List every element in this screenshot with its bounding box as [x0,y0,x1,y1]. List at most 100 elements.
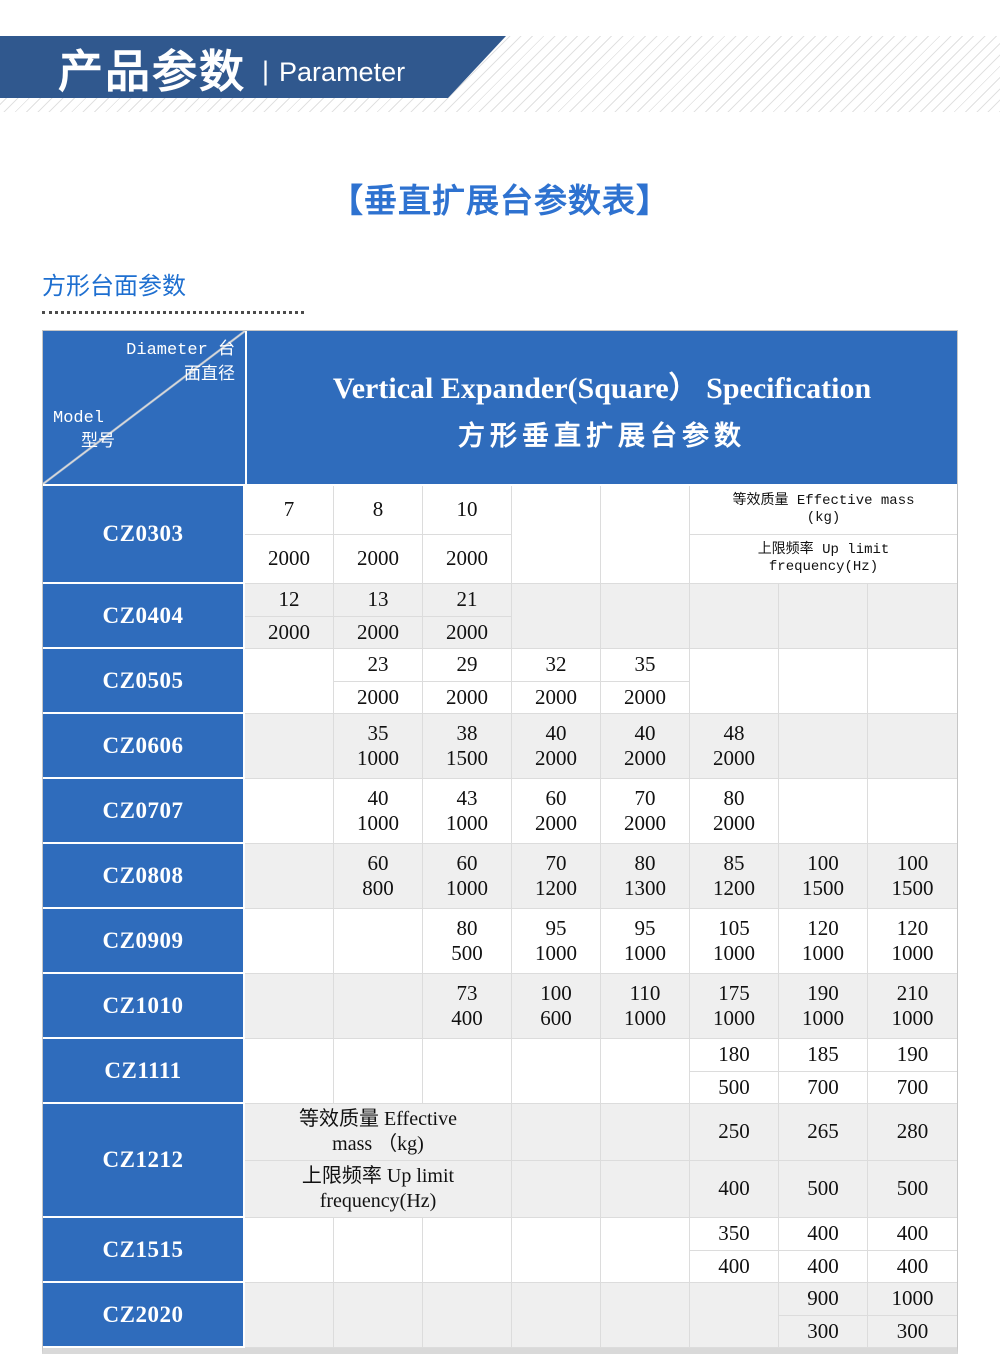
value-top: 40 [634,720,656,745]
empty-cell [512,486,601,584]
model-cell: CZ0909 [43,909,245,974]
value-bottom: 2000 [713,746,755,770]
label-line: frequency(Hz) [768,559,879,575]
table-title-cell: Vertical Expander(Square） Specification … [247,331,957,484]
value-cell: 2000 [334,616,423,649]
dual-value-cell: 40 2000 [601,714,690,779]
empty-cell [245,779,334,844]
model-cell: CZ0707 [43,779,245,844]
value-cell: 1000 [868,1283,957,1316]
value-bottom: 1000 [357,811,399,835]
dual-value-cell: 40 1000 [334,779,423,844]
dual-value-cell: 190 1000 [779,974,868,1039]
dual-value-cell: 60 2000 [512,779,601,844]
frequency-label-cell: 上限频率 Up limit frequency(Hz) [245,1161,512,1218]
model-cell: CZ0606 [43,714,245,779]
value-top: 100 [896,850,929,875]
value-top: 73 [456,980,478,1005]
dual-value-cell: 105 1000 [690,909,779,974]
dual-value-cell: 38 1500 [423,714,512,779]
value-top: 40 [367,785,389,810]
dual-value-cell: 80 500 [423,909,512,974]
value-cell: 29 [423,649,512,682]
value-top: 40 [545,720,567,745]
dual-value-cell: 70 1200 [512,844,601,909]
value-top: 110 [629,980,661,1005]
value-cell: 500 [868,1161,957,1218]
value-cell: 8 [334,486,423,535]
value-cell: 2000 [334,535,423,584]
hero-banner-area: 产品参数 | Parameter [0,0,1000,112]
empty-cell [334,909,423,974]
dual-value-cell: 100 600 [512,974,601,1039]
value-bottom: 1000 [624,941,666,965]
empty-cell [868,714,957,779]
table-row: CZ1010 73 400 100 600 110 1000 175 1000 190 1000 21… [43,974,957,1039]
value-bottom: 1500 [891,876,934,900]
dual-value-cell: 60 1000 [423,844,512,909]
value-cell: 400 [868,1218,957,1251]
value-top: 70 [634,785,656,810]
value-cell: 7 [245,486,334,535]
empty-cell [690,1283,779,1348]
value-cell: 35 [601,649,690,682]
table-row: CZ0303 7 2000 8 2000 10 2000 等效质量 Effective mas… [43,486,957,584]
value-bottom: 1300 [624,876,666,900]
label-line: (kg) [806,510,841,526]
empty-cell [868,779,957,844]
empty-cell [512,1218,601,1283]
empty-cell [423,1283,512,1348]
empty-cell [245,844,334,909]
banner-separator: | [262,55,270,86]
value-cell: 190 [868,1039,957,1072]
value-bottom: 1000 [713,941,755,965]
table-title-en: Vertical Expander(Square） Specification [332,371,872,405]
value-cell: 2000 [601,681,690,714]
empty-cell [601,486,690,584]
label-line: 上限频率 Up limit [757,542,890,559]
empty-cell [245,714,334,779]
empty-cell [601,1218,690,1283]
value-bottom: 1000 [357,746,399,770]
dual-value-cell: 35 1000 [334,714,423,779]
value-cell: 700 [779,1071,868,1104]
value-bottom: 1000 [446,876,488,900]
value-cell: 2000 [245,616,334,649]
value-cell [601,1104,690,1161]
empty-cell [601,1283,690,1348]
page-title: 【垂直扩展台参数表】 [330,182,670,219]
value-bottom: 600 [540,1006,572,1030]
value-cell: 500 [779,1161,868,1218]
corner-cell: Diameter 台 面直径 Model 型号 [43,331,245,484]
empty-cell [245,1039,334,1104]
model-cell: CZ1111 [43,1039,245,1104]
table-row: CZ1212 等效质量 Effective mass （kg) 上限频率 Up lim… [43,1104,957,1218]
empty-cell [245,649,334,714]
value-bottom: 1500 [802,876,844,900]
label-line: 等效质量 Effective mass [732,493,915,510]
value-cell: 23 [334,649,423,682]
banner-title-en: Parameter [279,56,406,87]
value-bottom: 400 [451,1006,483,1030]
value-bottom: 2000 [624,746,666,770]
value-cell: 2000 [423,535,512,584]
spec-table: Diameter 台 面直径 Model 型号 Vertical Expande… [42,330,958,1354]
section-title: 方形台面参数 [42,273,186,300]
dual-value-cell: 120 1000 [868,909,957,974]
value-bottom: 1000 [891,1006,934,1030]
value-cell: 400 [690,1161,779,1218]
value-top: 210 [896,980,929,1005]
value-bottom: 1000 [624,1006,666,1030]
dual-value-cell: 48 2000 [690,714,779,779]
empty-cell [512,584,601,649]
table-row: CZ1515 350 400 400 400 400 400 [43,1218,957,1283]
empty-cell [601,1039,690,1104]
section-header: 方形台面参数 [42,266,1000,314]
value-bottom: 2000 [624,811,666,835]
value-bottom: 1000 [535,941,577,965]
value-cell: 250 [690,1104,779,1161]
frequency-label-cell: 上限频率 Up limit frequency(Hz) [690,535,957,584]
model-cell: CZ2020 [43,1283,245,1348]
value-cell: 400 [779,1218,868,1251]
banner-title-zh: 产品参数 [58,45,247,97]
